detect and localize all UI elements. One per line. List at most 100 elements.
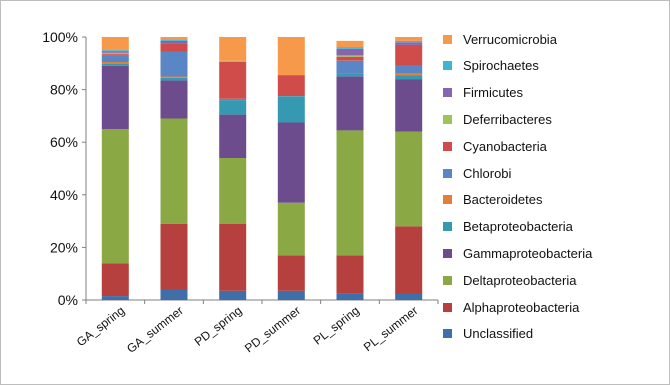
bar-segment — [160, 80, 188, 119]
legend-label: Spirochaetes — [463, 58, 539, 74]
x-category-label: PL_spring — [311, 303, 362, 347]
bar-segment — [219, 290, 247, 300]
bar-segment — [160, 289, 188, 300]
bar-segment — [160, 40, 188, 44]
y-tick-label: 20% — [50, 239, 78, 255]
bar-segment — [101, 65, 129, 129]
bar-segment — [219, 100, 247, 115]
legend-swatch — [443, 329, 452, 339]
bar-segment — [395, 293, 423, 300]
legend-item: Betaproteobacteria — [443, 219, 573, 235]
x-category-label: PD_spring — [192, 303, 245, 349]
legend-item: Spirochaetes — [443, 58, 539, 74]
legend-label: Betaproteobacteria — [463, 219, 573, 235]
bar-segment — [101, 62, 129, 64]
bar-segment — [395, 75, 423, 79]
bar-segment — [219, 114, 247, 158]
bar-segment — [101, 52, 129, 55]
y-tick-label: 40% — [50, 187, 78, 203]
bar-segment — [336, 73, 364, 77]
legend-swatch — [443, 302, 452, 312]
bar-segment — [395, 42, 423, 45]
legend-label: Deferribacteres — [463, 111, 552, 127]
bar-segment — [219, 60, 247, 62]
legend-swatch — [443, 275, 452, 285]
legend-label: Deltaproteobacteria — [463, 272, 577, 288]
legend-item: Firmicutes — [443, 85, 523, 101]
bar-segment — [160, 118, 188, 224]
y-tick-label: 100% — [42, 29, 78, 45]
bar-segment — [277, 202, 305, 256]
bar-segment — [336, 47, 364, 49]
legend-label: Chlorobi — [463, 165, 512, 181]
legend-label: Firmicutes — [463, 85, 523, 101]
bar-segment — [219, 158, 247, 224]
bar-segment — [160, 76, 188, 78]
legend-item: Chlorobi — [443, 165, 511, 181]
bar-segment — [277, 122, 305, 203]
bar-segment — [219, 223, 247, 291]
bar-segment — [395, 79, 423, 132]
bar-segment — [336, 40, 364, 48]
bar-segment — [160, 77, 188, 81]
y-tick-label: 80% — [50, 82, 78, 98]
legend-swatch — [443, 61, 452, 71]
legend-item: Deferribacteres — [443, 111, 552, 127]
x-category-label: PL_summer — [361, 303, 421, 354]
legend-swatch — [443, 88, 452, 98]
bar-segment — [395, 37, 423, 41]
legend-item: Verrucomicrobia — [443, 31, 557, 47]
bar-segment — [395, 40, 423, 43]
legend-item: Alphaproteobacteria — [443, 299, 579, 315]
x-category-label: GA_spring — [74, 303, 127, 349]
legend-swatch — [443, 34, 452, 44]
bar-segment — [395, 73, 423, 76]
bar-segment — [101, 63, 129, 66]
bar-segment — [101, 51, 129, 53]
bar-segment — [160, 223, 188, 290]
legend-swatch — [443, 141, 452, 151]
bar-segment — [336, 255, 364, 294]
bar-segment — [395, 226, 423, 294]
bar-segment — [219, 62, 247, 99]
bar-segment — [101, 37, 129, 51]
legend-label: Alphaproteobacteria — [463, 299, 580, 315]
bar-segment — [101, 296, 129, 300]
bar-segment — [336, 60, 364, 74]
legend-item: Deltaproteobacteria — [443, 272, 576, 288]
legend-label: Gammaproteobacteria — [463, 245, 593, 261]
bar-segment — [101, 50, 129, 52]
bar-segment — [160, 43, 188, 52]
bar-segment — [336, 48, 364, 56]
y-tick-label: 60% — [50, 134, 78, 150]
bar-segment — [277, 96, 305, 123]
legend-swatch — [443, 168, 452, 178]
bar-segment — [395, 131, 423, 227]
legend-swatch — [443, 222, 452, 232]
bar-segment — [277, 75, 305, 97]
legend-label: Unclassified — [463, 326, 534, 342]
legend-item: Gammaproteobacteria — [443, 245, 592, 261]
y-tick-label: 0% — [58, 292, 78, 308]
bar-segment — [277, 37, 305, 76]
bar-segment — [219, 98, 247, 101]
bar-segment — [336, 76, 364, 131]
bar-segment — [336, 130, 364, 256]
legend-label: Cyanobacteria — [463, 138, 547, 154]
bar-segment — [101, 263, 129, 297]
legend-item: Unclassified — [443, 326, 533, 342]
bar-segment — [160, 37, 188, 40]
legend-label: Verrucomicrobia — [463, 31, 557, 47]
bar-segment — [160, 51, 188, 77]
bar-segment — [395, 65, 423, 74]
legend-label: Bacteroidetes — [463, 192, 543, 208]
legend-swatch — [443, 248, 452, 258]
bar-segment — [336, 293, 364, 300]
bar-segment — [277, 255, 305, 291]
legend-item: Cyanobacteria — [443, 138, 547, 154]
x-category-label: PD_summer — [242, 303, 303, 355]
bar-segment — [101, 55, 129, 62]
bar-segment — [336, 55, 364, 57]
